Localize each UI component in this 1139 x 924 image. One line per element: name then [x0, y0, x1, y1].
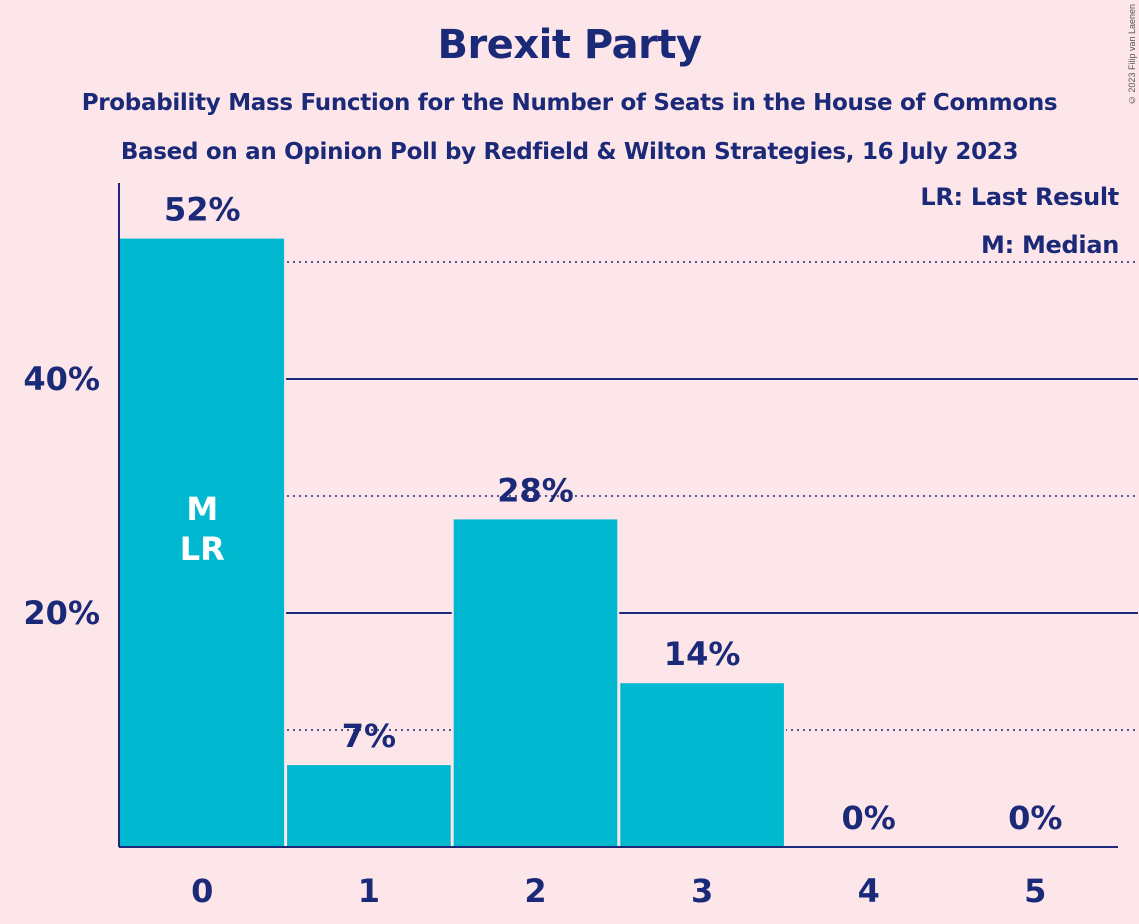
- bar-0: [119, 238, 285, 848]
- x-tick-label-2: 2: [524, 872, 546, 910]
- x-tick-label-0: 0: [191, 872, 213, 910]
- data-label-3: 14%: [664, 635, 741, 673]
- bar-3: [620, 683, 784, 847]
- x-tick-label-3: 3: [691, 872, 713, 910]
- y-tick-label: 40%: [23, 360, 100, 398]
- data-label-5: 0%: [1008, 799, 1062, 837]
- bar-2: [453, 519, 618, 847]
- data-label-0: 52%: [164, 191, 241, 229]
- data-label-1: 7%: [342, 717, 396, 755]
- x-tick-label-4: 4: [858, 872, 880, 910]
- data-label-4: 0%: [842, 799, 896, 837]
- chart-title: Brexit Party: [437, 22, 702, 68]
- y-tick-label: 20%: [23, 594, 100, 632]
- x-tick-label-1: 1: [358, 872, 380, 910]
- bar-1: [287, 765, 451, 847]
- legend-median: M: Median: [981, 231, 1119, 259]
- legend-last-result: LR: Last Result: [920, 183, 1119, 211]
- bar-annotation-lr: LR: [180, 530, 225, 568]
- x-tick-label-5: 5: [1024, 872, 1046, 910]
- data-label-2: 28%: [497, 471, 574, 509]
- chart-source: Based on an Opinion Poll by Redfield & W…: [120, 139, 1019, 165]
- bar-annotation-m: M: [186, 490, 218, 528]
- chart-subtitle: Probability Mass Function for the Number…: [81, 90, 1058, 116]
